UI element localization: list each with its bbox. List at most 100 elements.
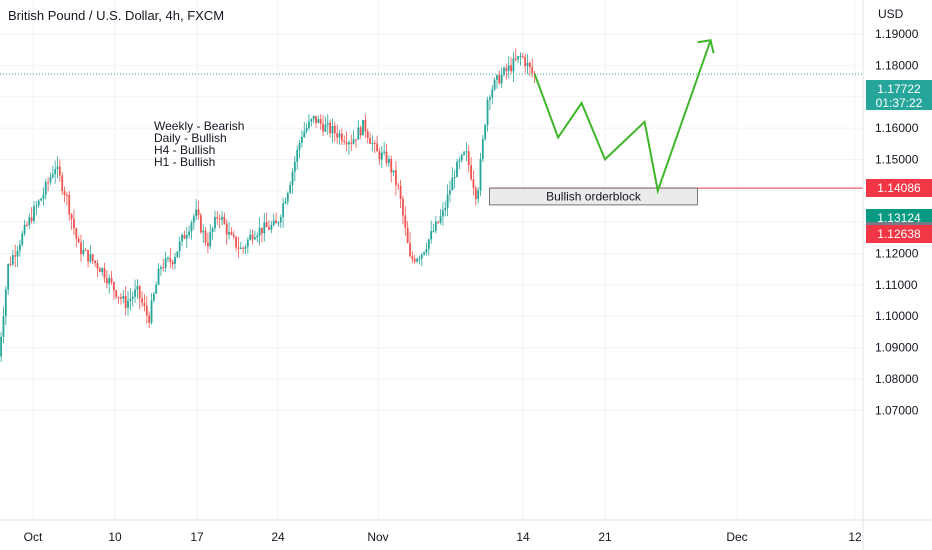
candle-body <box>472 179 475 188</box>
candle-body <box>477 190 480 199</box>
candle-body <box>120 297 122 299</box>
candle-body <box>481 138 484 159</box>
candle-body <box>284 201 287 204</box>
candle-body <box>315 115 317 123</box>
candle-body <box>82 249 85 255</box>
candle-body <box>221 216 223 220</box>
candle-body <box>413 258 416 262</box>
note-h4: H4 - Bullish <box>154 143 216 157</box>
candle-body <box>148 315 151 323</box>
candle-body <box>61 175 64 192</box>
candle-body <box>49 177 52 183</box>
candle-body <box>188 231 191 236</box>
candle-body <box>4 289 7 317</box>
candle-body <box>235 236 238 248</box>
candle-body <box>124 295 127 309</box>
candle-body <box>174 257 176 264</box>
price-badge: 1.12638 <box>866 224 932 243</box>
candle-body <box>275 220 277 224</box>
candle-body <box>127 300 129 309</box>
candle-body <box>289 184 292 194</box>
candle-body <box>531 66 534 74</box>
candle-body <box>256 235 259 238</box>
candle-body <box>136 286 139 290</box>
candle-body <box>19 244 21 251</box>
candle-body <box>80 242 82 255</box>
candle-body <box>157 268 160 285</box>
candle-body <box>507 65 510 71</box>
candle-body <box>345 142 348 145</box>
time-tick-label: 24 <box>271 530 285 544</box>
orderblock-box <box>489 187 698 206</box>
candle-body <box>453 177 456 179</box>
candle-body <box>138 286 141 299</box>
chart-grid <box>0 0 863 520</box>
candle-body <box>171 261 174 264</box>
candle-body <box>207 242 209 247</box>
note-daily: Daily - Bullish <box>154 131 227 145</box>
candle-body <box>117 296 120 298</box>
candle-body <box>380 152 383 160</box>
candle-body <box>528 62 531 67</box>
candle-body <box>87 249 89 262</box>
candle-body <box>197 209 200 216</box>
candle-body <box>329 122 332 134</box>
candle-body <box>427 239 430 249</box>
candle-body <box>103 268 106 279</box>
candle-body <box>397 184 400 186</box>
candle-body <box>244 246 247 249</box>
price-tick-label: 1.12000 <box>875 247 919 261</box>
candle-body <box>89 254 92 262</box>
time-tick-label: 14 <box>516 530 530 544</box>
candle-body <box>296 149 299 162</box>
candle-body <box>263 222 266 234</box>
candle-body <box>418 258 421 260</box>
price-tick-label: 1.07000 <box>875 403 919 417</box>
time-tick-label: 17 <box>190 530 204 544</box>
candles <box>0 48 536 362</box>
candle-body <box>37 200 40 206</box>
candle-body <box>176 251 179 258</box>
candle-body <box>272 220 275 226</box>
candle-body <box>533 73 536 75</box>
candle-body <box>232 234 235 237</box>
candle-body <box>152 293 155 301</box>
candle-body <box>514 58 517 60</box>
candle-body <box>310 119 313 122</box>
candle-body <box>512 58 515 72</box>
candle-body <box>77 238 80 243</box>
candle-body <box>261 227 263 234</box>
candle-body <box>242 247 245 249</box>
candle-body <box>268 227 270 230</box>
candle-body <box>195 209 198 217</box>
candle-body <box>498 75 501 84</box>
currency-label: USD <box>878 7 904 21</box>
candle-body <box>214 217 216 229</box>
candle-body <box>7 264 10 290</box>
candle-body <box>338 133 341 138</box>
price-badge: 1.14086 <box>866 179 932 198</box>
candle-body <box>68 195 71 215</box>
candle-body <box>58 166 61 176</box>
candle-body <box>526 62 529 67</box>
candle-body <box>23 224 26 234</box>
candle-body <box>444 208 447 211</box>
candle-body <box>0 336 3 357</box>
candle-body <box>66 194 68 196</box>
candle-body <box>456 161 458 178</box>
candle-body <box>30 217 33 221</box>
candle-body <box>286 193 289 202</box>
candle-body <box>404 215 407 228</box>
time-axis[interactable]: Oct 10 17 24 Nov 14 21 Dec 12 <box>0 519 932 544</box>
candle-body <box>122 295 125 299</box>
candle-body <box>218 218 221 220</box>
candle-body <box>392 170 395 173</box>
candle-body <box>331 125 334 134</box>
candle-body <box>420 254 423 259</box>
candle-body <box>432 230 435 232</box>
candle-body <box>449 190 451 195</box>
candle-body <box>460 154 463 161</box>
candle-body <box>291 171 294 185</box>
candle-body <box>44 182 47 195</box>
